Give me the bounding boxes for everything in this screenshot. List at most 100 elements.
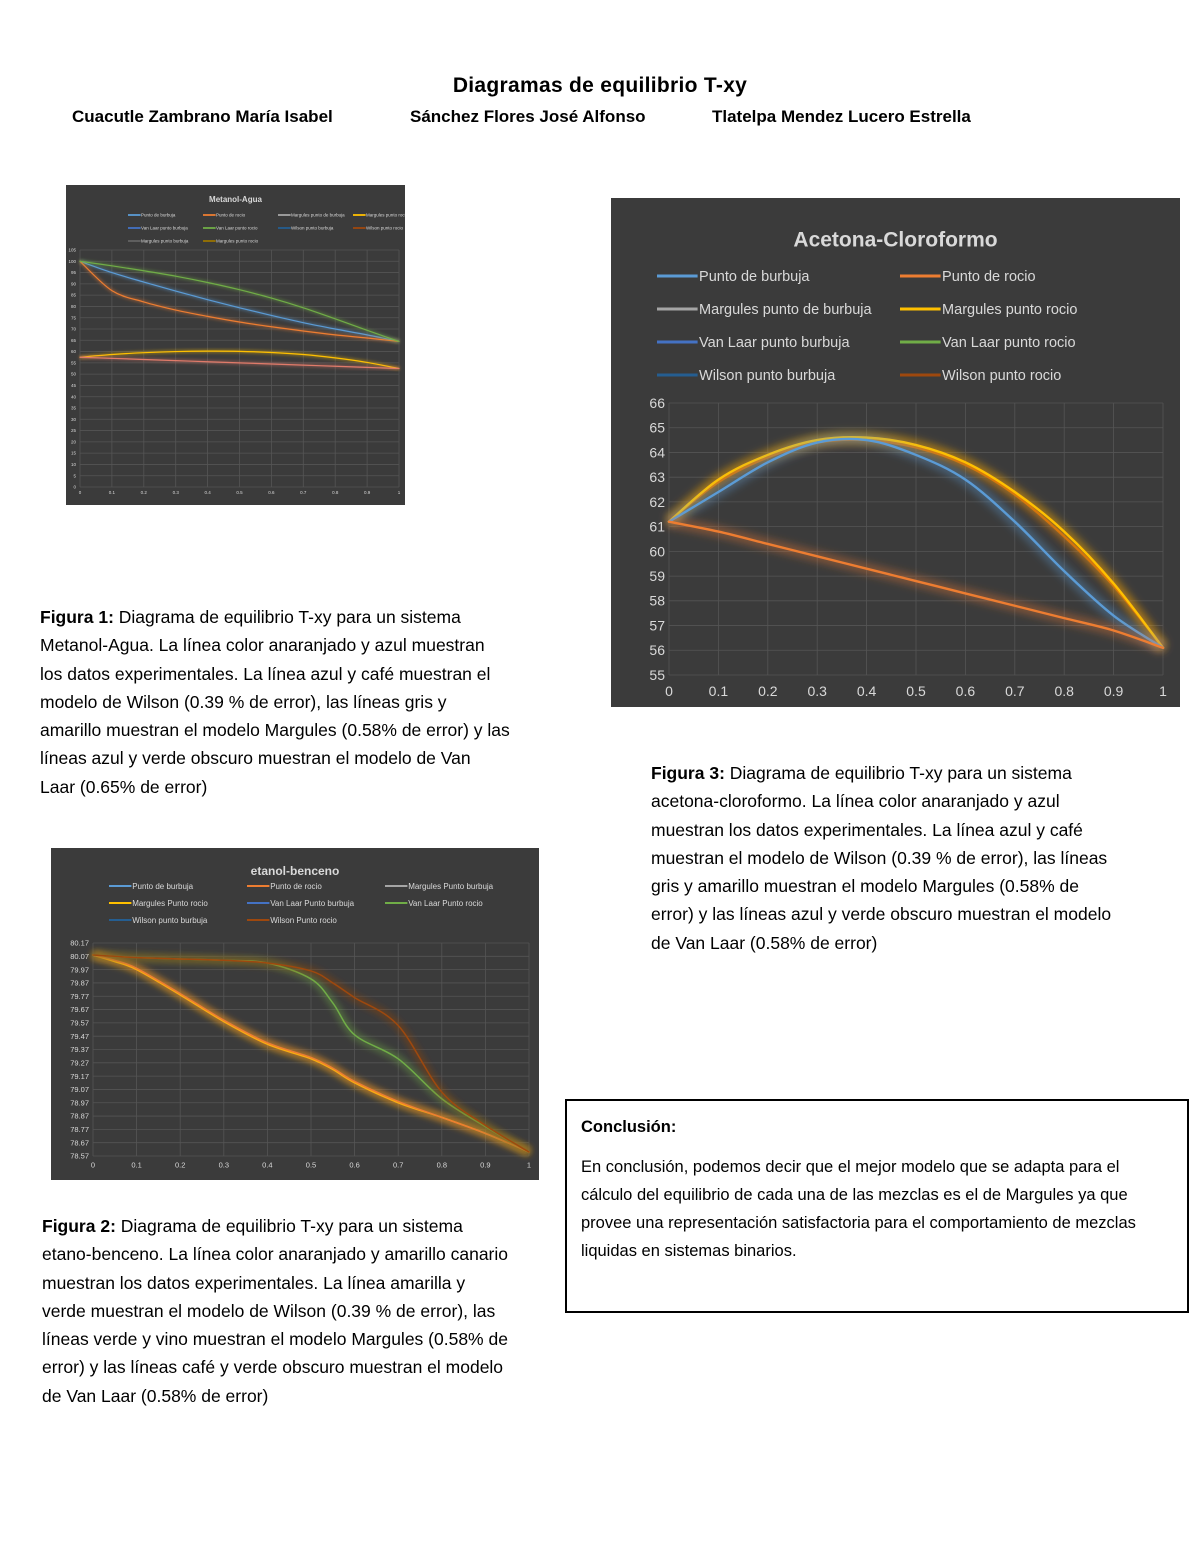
figure-2-caption: Figura 2: Diagrama de equilibrio T-xy pa… (42, 1212, 512, 1410)
x-tick-label: 0.5 (306, 1160, 316, 1169)
y-tick-label: 78.97 (70, 1098, 89, 1107)
chart-metanol-agua-svg: Metanol-Agua Punto de burbuja Punto de roc… (68, 195, 405, 495)
x-tick-label: 0 (665, 683, 673, 699)
y-tick-label: 79.17 (70, 1072, 89, 1081)
legend-label: Margules punto burbuja (141, 239, 189, 244)
figure-3-caption: Figura 3: Diagrama de equilibrio T-xy pa… (651, 759, 1121, 957)
y-tick-label: 79.87 (70, 979, 89, 988)
legend-label: Van Laar punto rocio (216, 226, 258, 231)
y-tick-label: 78.67 (70, 1138, 89, 1147)
legend-label: Punto de burbuja (132, 882, 193, 891)
y-tick-label: 79.57 (70, 1019, 89, 1028)
y-tick-label: 57 (649, 617, 665, 633)
x-tick-label: 0.1 (709, 683, 729, 699)
y-tick-label: 55 (649, 667, 665, 683)
x-tick-label: 0.3 (173, 490, 180, 495)
figure-1-text: Diagrama de equilibrio T-xy para un sist… (40, 607, 510, 797)
y-tick-label: 79.97 (70, 965, 89, 974)
y-tick-label: 70 (71, 327, 77, 332)
legend-label: Wilson punto burbuja (132, 916, 208, 925)
series-line (79, 350, 400, 370)
x-tick-label: 0.8 (437, 1160, 447, 1169)
author-1: Cuacutle Zambrano María Isabel (72, 107, 333, 126)
y-tick-label: 66 (649, 395, 665, 411)
y-tick-label: 85 (71, 293, 77, 298)
y-tick-label: 79.47 (70, 1032, 89, 1041)
x-tick-label: 0.8 (332, 490, 339, 495)
legend-label: Wilson Punto rocio (270, 916, 337, 925)
y-tick-label: 40 (71, 394, 77, 399)
x-tick-label: 0.6 (349, 1160, 359, 1169)
chart-title: etanol-benceno (251, 864, 340, 878)
author-2: Sánchez Flores José Alfonso (410, 107, 646, 126)
legend-label: Margules punto rocio (366, 213, 405, 218)
x-tick-label: 0.6 (956, 683, 976, 699)
y-tick-label: 79.27 (70, 1058, 89, 1067)
legend-label: Wilson punto burbuja (291, 226, 334, 231)
series-line (667, 520, 1165, 649)
y-tick-label: 61 (649, 519, 665, 535)
legend-label: Van Laar Punto rocio (408, 899, 483, 908)
chart-acetona-cloroformo: Acetona-Cloroformo Punto de burbuja Punto … (611, 198, 1180, 707)
x-tick-label: 1 (398, 490, 401, 495)
legend-label: Van Laar punto rocio (942, 335, 1076, 351)
legend-label: Punto de burbuja (141, 213, 176, 218)
x-tick-label: 0.8 (1054, 683, 1074, 699)
y-tick-label: 15 (71, 451, 77, 456)
legend-label: Margules punto rocio (942, 302, 1077, 318)
series-line (79, 260, 400, 343)
y-tick-label: 80.07 (70, 952, 89, 961)
conclusion-box: Conclusión: En conclusión, podemos decir… (565, 1099, 1189, 1313)
y-tick-label: 78.77 (70, 1125, 89, 1134)
y-tick-label: 60 (71, 349, 77, 354)
figure-3-text: Diagrama de equilibrio T-xy para un sist… (651, 763, 1112, 953)
legend-label: Wilson punto rocio (366, 226, 404, 231)
y-tick-label: 79.07 (70, 1085, 89, 1094)
x-tick-label: 0 (91, 1160, 95, 1169)
conclusion-text: En conclusión, podemos decir que el mejo… (581, 1158, 1136, 1260)
y-tick-label: 79.37 (70, 1045, 89, 1054)
x-tick-label: 1 (1159, 683, 1167, 699)
y-tick-label: 78.87 (70, 1112, 89, 1121)
x-tick-label: 0.1 (131, 1160, 141, 1169)
y-tick-label: 79.77 (70, 992, 89, 1001)
legend-label: Van Laar punto burbuja (699, 335, 850, 351)
legend-label: Margules punto de burbuja (699, 302, 872, 318)
y-tick-label: 80 (71, 304, 77, 309)
y-tick-label: 64 (649, 444, 665, 460)
x-tick-label: 0.4 (262, 1160, 272, 1169)
chart-title: Metanol-Agua (209, 195, 262, 204)
chart-etanol-benceno: etanol-benceno Punto de burbuja Punto de r… (51, 848, 539, 1180)
figure-2-text: Diagrama de equilibrio T-xy para un sist… (42, 1216, 508, 1406)
chart-acetona-cloroformo-svg: Acetona-Cloroformo Punto de burbuja Punto … (649, 228, 1167, 699)
legend-label: Van Laar punto burbuja (141, 226, 188, 231)
figure-2-label: Figura 2: (42, 1216, 116, 1236)
x-tick-label: 0.2 (141, 490, 148, 495)
legend-label: Punto de rocio (216, 213, 246, 218)
y-tick-label: 79.67 (70, 1005, 89, 1014)
legend-label: Margules Punto burbuja (408, 882, 493, 891)
y-tick-label: 90 (71, 281, 77, 286)
conclusion-heading: Conclusión: (581, 1118, 677, 1136)
y-tick-label: 5 (73, 473, 76, 478)
legend-label: Punto de burbuja (699, 269, 810, 285)
y-tick-label: 62 (649, 494, 665, 510)
x-tick-label: 0.9 (364, 490, 371, 495)
chart-etanol-benceno-svg: etanol-benceno Punto de burbuja Punto de r… (70, 864, 531, 1169)
legend-label: Margules punto rocio (216, 239, 259, 244)
y-tick-label: 20 (71, 439, 77, 444)
y-tick-label: 63 (649, 469, 665, 485)
y-tick-label: 78.57 (70, 1152, 89, 1161)
y-tick-label: 65 (71, 338, 77, 343)
y-tick-label: 55 (71, 360, 77, 365)
x-tick-label: 1 (527, 1160, 531, 1169)
x-tick-label: 0.7 (393, 1160, 403, 1169)
series-line (79, 356, 400, 370)
x-tick-label: 0.2 (758, 683, 778, 699)
y-tick-label: 100 (68, 259, 76, 264)
y-tick-label: 80.17 (70, 939, 89, 948)
x-tick-label: 0.5 (906, 683, 926, 699)
legend-label: Van Laar Punto burbuja (270, 899, 354, 908)
x-tick-label: 0 (79, 490, 82, 495)
page-title: Diagramas de equilibrio T-xy (452, 74, 748, 97)
